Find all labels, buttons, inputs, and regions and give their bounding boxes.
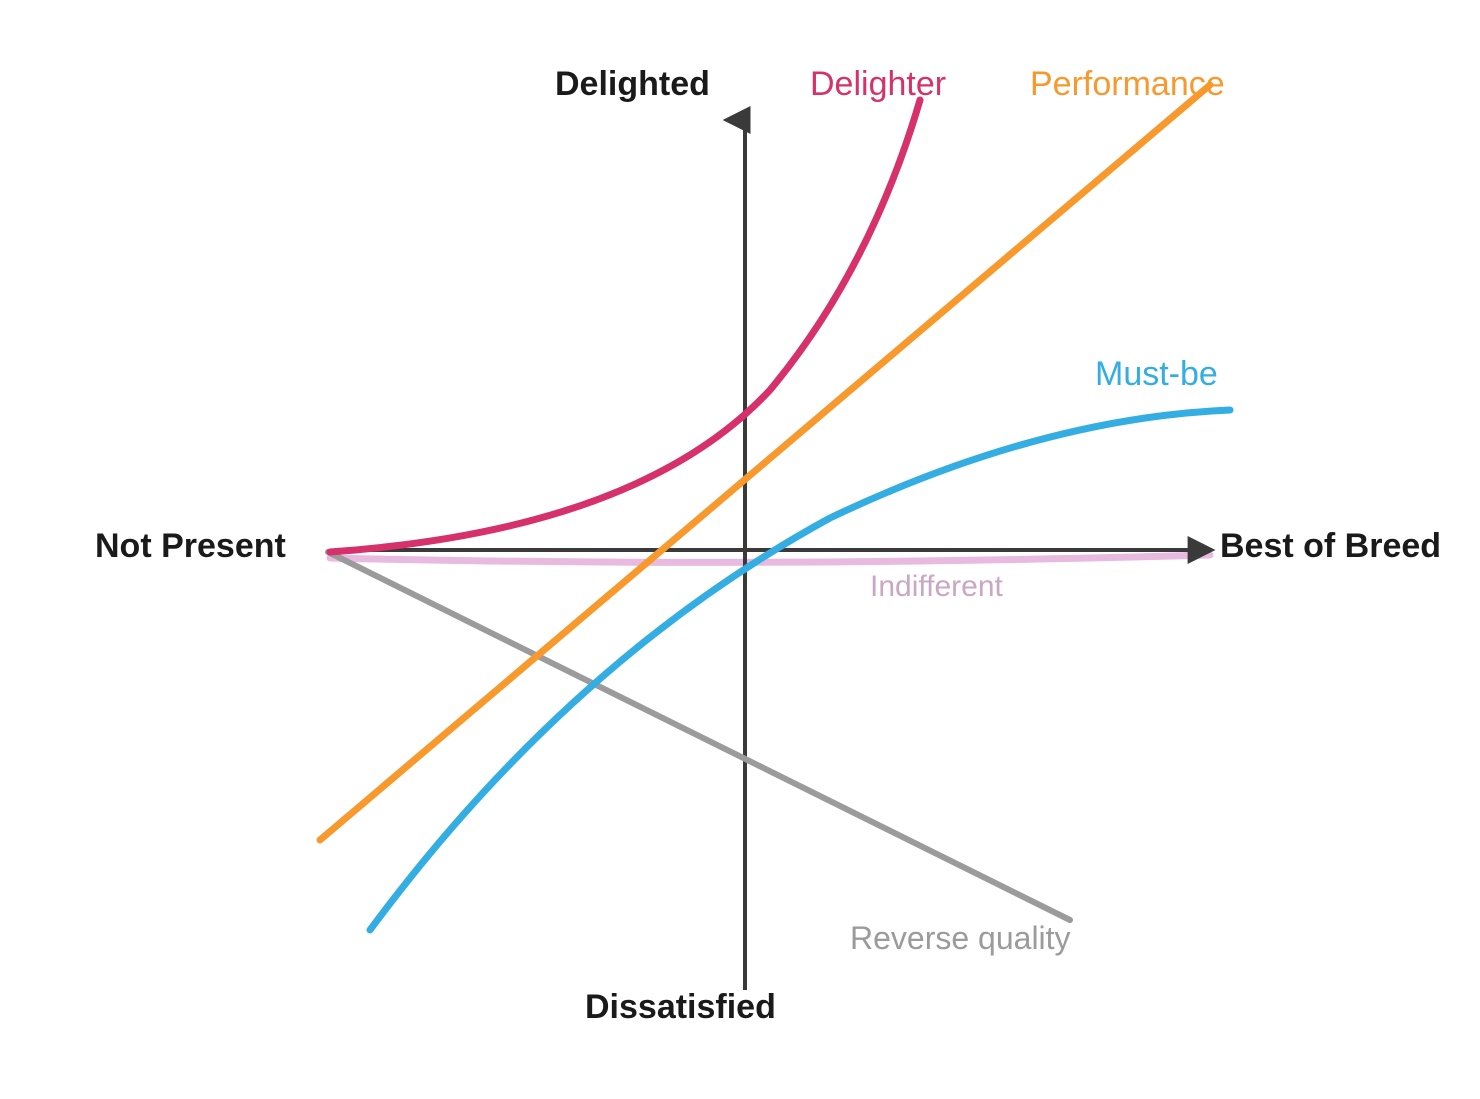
performance-label: Performance <box>1030 65 1225 104</box>
delighter-curve <box>330 100 920 552</box>
delighter-label: Delighter <box>810 65 946 104</box>
must-be-label: Must-be <box>1095 355 1218 394</box>
performance-curve <box>320 85 1210 840</box>
axis-label-top: Delighted <box>555 65 710 104</box>
axis-label-bottom: Dissatisfied <box>585 988 776 1027</box>
indifferent-label: Indifferent <box>870 570 1003 604</box>
axis-label-right: Best of Breed <box>1220 527 1441 566</box>
kano-diagram: Delighted Dissatisfied Not Present Best … <box>0 0 1480 1099</box>
axis-label-left: Not Present <box>95 527 286 566</box>
reverse-label: Reverse quality <box>850 920 1071 957</box>
must-be-curve <box>370 410 1230 930</box>
